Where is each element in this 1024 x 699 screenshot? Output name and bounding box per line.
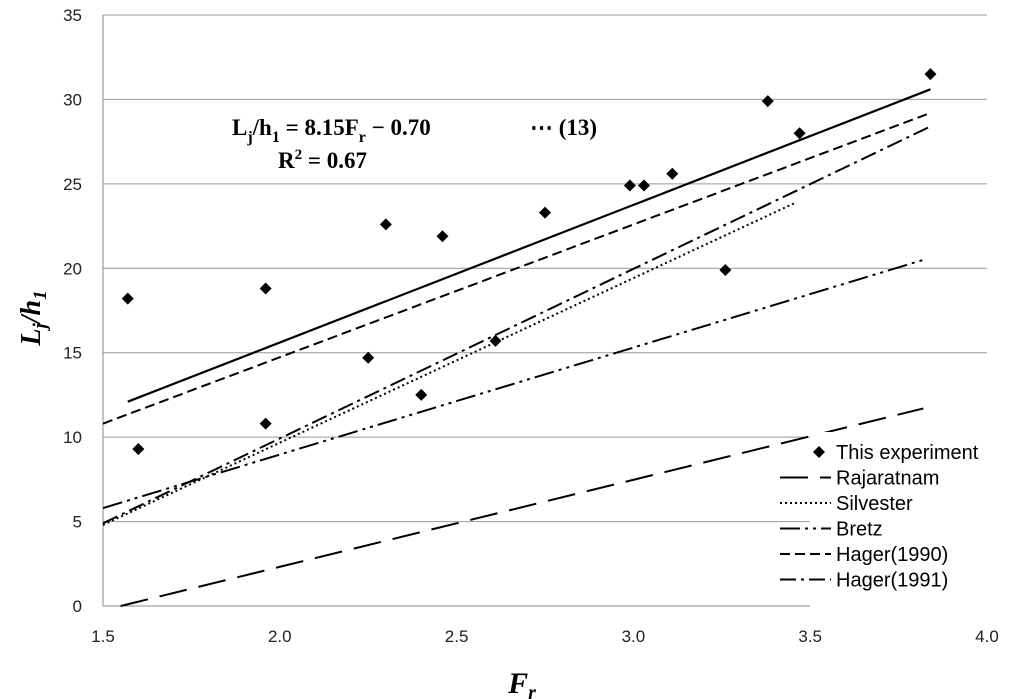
y-tick-label: 5 — [73, 513, 82, 532]
legend-label-silvester: Silvester — [836, 493, 913, 515]
r-squared-annotation: R2 = 0.67 — [278, 147, 367, 173]
data-point — [761, 95, 774, 108]
data-point — [259, 282, 272, 295]
legend-label-bretz: Bretz — [836, 519, 883, 541]
y-tick-label: 0 — [73, 597, 82, 616]
legend: This experiment Rajaratnam Silvester Bretz H… — [780, 432, 988, 608]
legend-label-rajaratnam: Rajaratnam — [836, 468, 939, 490]
data-point — [121, 292, 134, 305]
x-tick-label: 2.5 — [445, 627, 469, 646]
y-tick-label: 25 — [63, 175, 82, 194]
y-tick-label: 35 — [63, 6, 82, 25]
legend-label-this-experiment: This experiment — [836, 442, 979, 464]
gridlines — [103, 14, 987, 523]
data-point — [415, 388, 428, 401]
legend-label-hager-1991-: Hager(1991) — [836, 570, 948, 592]
legend-background — [810, 432, 988, 608]
x-tick-label: 4.0 — [975, 627, 999, 646]
series-line-hager-1990- — [102, 112, 931, 425]
x-tick-label: 2.0 — [268, 627, 292, 646]
series-line-bretz — [102, 258, 924, 510]
data-point — [924, 68, 937, 81]
equation-annotation: Lj/h1 = 8.15Fr − 0.70 — [232, 115, 431, 146]
y-tick-label: 30 — [63, 90, 82, 109]
legend-marker-this-experiment — [813, 446, 825, 458]
series — [102, 68, 937, 607]
data-point — [132, 442, 145, 455]
x-tick-label: 3.0 — [622, 627, 646, 646]
y-tick-label: 10 — [63, 428, 82, 447]
y-tick-label: 15 — [63, 344, 82, 363]
equation-reference: ⋯ (13) — [530, 115, 597, 140]
data-point — [362, 351, 375, 364]
x-tick-label: 3.5 — [798, 627, 822, 646]
data-point — [638, 179, 651, 192]
data-point — [666, 167, 679, 180]
x-tick-label: 1.5 — [91, 627, 115, 646]
series-line-this-experiment-fit — [127, 88, 931, 403]
data-point — [436, 230, 449, 243]
data-point — [719, 263, 732, 276]
legend-label-hager-1990-: Hager(1990) — [836, 544, 948, 566]
data-point — [623, 179, 636, 192]
data-point — [793, 127, 806, 140]
data-point — [489, 334, 502, 347]
y-tick-label: 20 — [63, 259, 82, 278]
series-line-hager-1991- — [102, 125, 931, 525]
data-point — [259, 417, 272, 430]
x-axis-label: Fr — [507, 667, 536, 699]
data-point — [379, 218, 392, 231]
data-point — [539, 206, 551, 219]
tick-labels: 0 5 10 15 20 25 30 35 1.5 2.0 2.5 3.0 3.5 4.0 — [63, 6, 999, 646]
series-line-rajaratnam — [120, 407, 924, 607]
y-axis-label: Lj/h1 — [16, 290, 51, 346]
